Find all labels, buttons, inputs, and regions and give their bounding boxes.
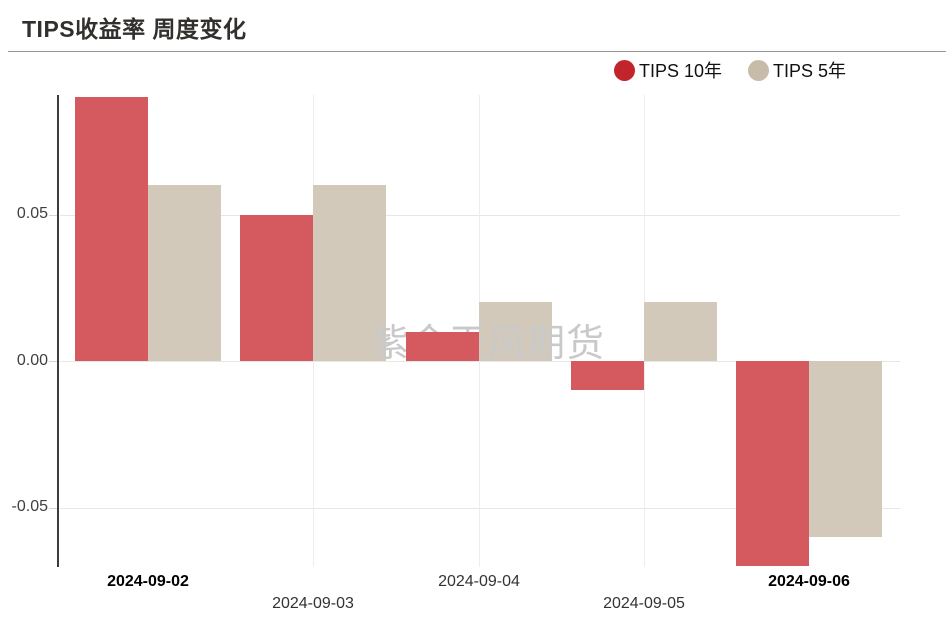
h-gridline	[60, 508, 900, 509]
y-axis-tick	[49, 361, 57, 362]
bar-5y-2024-09-04	[478, 302, 552, 361]
bar-10y-2024-09-04	[405, 331, 479, 361]
y-axis-tick	[49, 215, 57, 216]
legend-dot-icon	[614, 59, 635, 81]
bar-5y-2024-09-03	[313, 185, 387, 361]
bar-10y-2024-09-05	[570, 361, 644, 391]
legend-dot-icon	[748, 59, 770, 81]
x-tick-label: 2024-09-05	[603, 595, 685, 612]
title-divider	[8, 51, 946, 52]
legend-label: TIPS 5年	[773, 61, 847, 81]
bar-10y-2024-09-02	[75, 97, 148, 361]
x-tick-label: 2024-09-03	[272, 595, 354, 612]
chart-title: TIPS收益率 周度变化	[22, 16, 247, 42]
legend: TIPS 10年 TIPS 5年	[614, 57, 846, 83]
y-tick-label: 0.05	[16, 205, 48, 222]
h-gridline	[60, 215, 900, 216]
legend-item-tips-10y[interactable]: TIPS 10年	[614, 57, 722, 83]
x-tick-label: 2024-09-04	[438, 573, 520, 590]
bar-5y-2024-09-06	[809, 361, 883, 537]
x-tick-label: 2024-09-06	[768, 573, 850, 590]
y-tick-label: -0.05	[11, 498, 48, 515]
legend-label: TIPS 10年	[639, 61, 723, 81]
legend-item-tips-5y[interactable]: TIPS 5年	[748, 57, 846, 83]
bar-10y-2024-09-03	[240, 214, 314, 361]
x-tick-label: 2024-09-02	[107, 573, 189, 590]
bar-5y-2024-09-05	[643, 302, 717, 361]
y-axis-line	[57, 95, 59, 567]
y-axis-tick	[49, 508, 57, 509]
y-tick-label: 0.00	[16, 352, 48, 369]
bar-10y-2024-09-06	[736, 361, 810, 567]
h-gridline	[60, 361, 900, 362]
bar-5y-2024-09-02	[148, 185, 221, 361]
